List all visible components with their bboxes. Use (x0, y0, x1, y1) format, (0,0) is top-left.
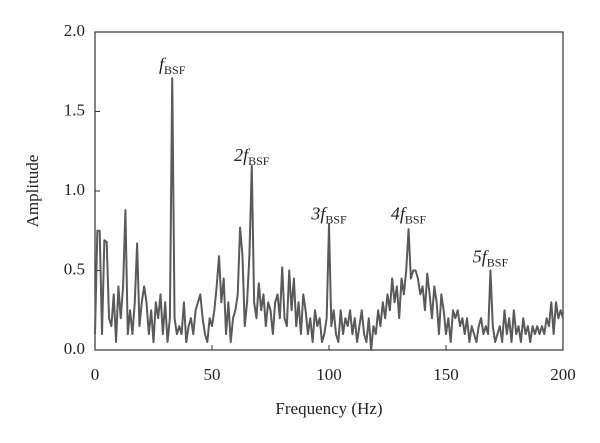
x-tick-label: 200 (550, 365, 576, 384)
annotation-subscript: BSF (325, 213, 347, 227)
annotation: fBSF (159, 54, 186, 77)
x-tick-label: 150 (433, 365, 459, 384)
annotation-subscript: BSF (248, 154, 270, 168)
y-tick-label: 0.0 (64, 339, 85, 358)
annotation-text: f (159, 54, 167, 74)
y-tick-label: 2.0 (64, 21, 85, 40)
annotation: 3fBSF (310, 204, 347, 227)
annotation-subscript: BSF (164, 63, 186, 77)
x-tick-label: 50 (204, 365, 221, 384)
annotation-text: 4f (391, 204, 408, 224)
x-tick-label: 0 (91, 365, 100, 384)
y-tick-label: 0.5 (64, 259, 85, 278)
annotation-text: 5f (473, 247, 490, 267)
annotation: 5fBSF (473, 247, 509, 270)
annotation-text: 3f (310, 204, 328, 224)
x-tick-label: 100 (316, 365, 342, 384)
annotation: 2fBSF (234, 145, 270, 168)
annotation: 4fBSF (391, 204, 427, 227)
y-tick-label: 1.5 (64, 100, 85, 119)
spectrum-line (94, 77, 564, 351)
x-axis-label: Frequency (Hz) (275, 399, 382, 418)
annotation-text: 2f (234, 145, 251, 165)
y-axis-label: Amplitude (23, 155, 42, 228)
annotation-subscript: BSF (405, 213, 427, 227)
y-tick-label: 1.0 (64, 180, 85, 199)
annotation-subscript: BSF (487, 256, 509, 270)
